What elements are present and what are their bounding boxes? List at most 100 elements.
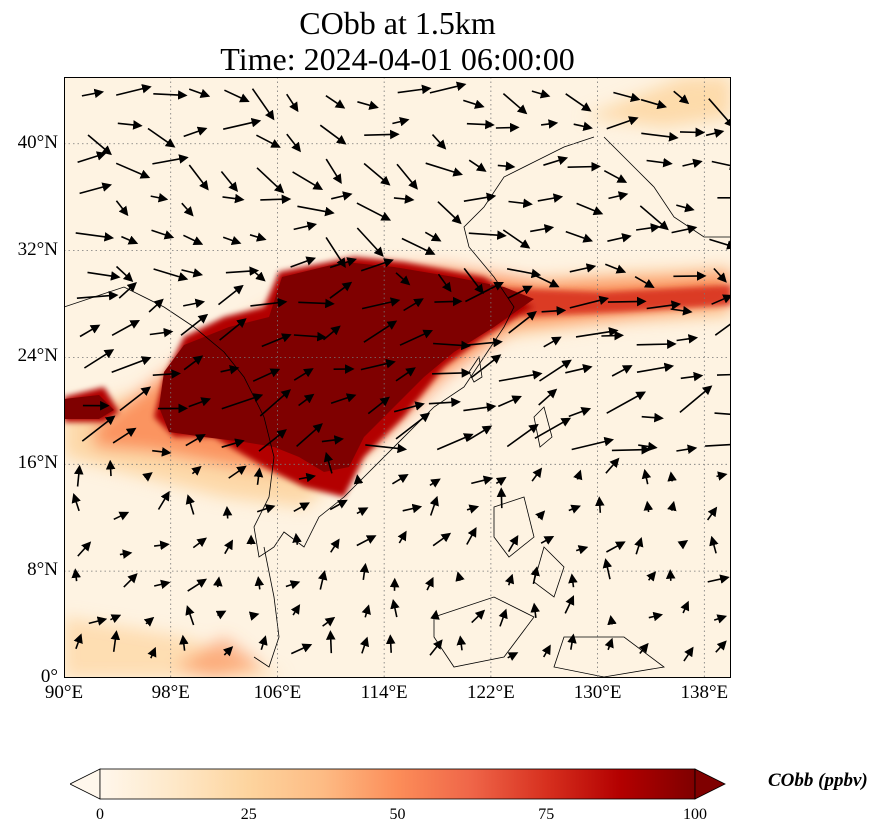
wind-arrow — [395, 412, 431, 440]
wind-arrow — [149, 327, 174, 338]
wind-arrow — [221, 393, 264, 410]
lon-tick-label: 114°E — [360, 682, 408, 703]
wind-arrow — [541, 644, 551, 658]
wind-arrow — [679, 385, 713, 414]
wind-arrow — [683, 646, 694, 662]
wind-arrow — [116, 84, 152, 96]
wind-arrow — [537, 193, 564, 203]
coastlines — [64, 136, 731, 678]
wind-arrow — [531, 467, 543, 482]
wind-arrow — [705, 439, 731, 450]
colorbar-tick-label: 0 — [96, 806, 104, 823]
wind-arrow — [111, 356, 152, 374]
wind-arrow — [465, 281, 504, 303]
wind-arrow — [606, 116, 639, 130]
wind-arrow — [361, 604, 371, 618]
wind-arrow — [361, 297, 401, 310]
wind-arrow — [497, 395, 522, 408]
wind-arrow — [709, 238, 731, 250]
wind-arrow — [143, 616, 155, 627]
wind-arrow — [496, 487, 507, 509]
wind-arrow — [293, 331, 327, 342]
wind-arrow — [256, 167, 285, 194]
wind-arrow — [180, 313, 209, 336]
wind-arrow — [679, 127, 706, 138]
wind-arrow — [325, 630, 336, 654]
wind-arrow — [250, 268, 266, 282]
map-frame — [64, 77, 731, 678]
wind-arrow — [330, 393, 357, 405]
wind-arrow — [641, 412, 664, 423]
wind-arrow — [605, 457, 620, 474]
wind-arrow — [385, 634, 396, 653]
wind-arrow — [673, 90, 690, 105]
wind-arrow — [298, 472, 316, 483]
wind-arrow — [357, 100, 379, 110]
wind-arrow — [535, 510, 546, 521]
wind-arrow — [466, 504, 480, 514]
wind-arrow — [429, 639, 443, 656]
wind-arrow — [154, 579, 171, 590]
wind-arrow — [468, 159, 487, 172]
wind-arrow — [183, 126, 208, 138]
wind-arrow — [425, 162, 463, 177]
wind-arrow — [188, 397, 212, 408]
wind-arrow — [682, 158, 703, 169]
wind-arrow — [676, 334, 699, 344]
lon-tick-label: 90°E — [44, 682, 84, 703]
wind-arrow — [646, 157, 673, 168]
wind-arrow — [611, 365, 633, 377]
wind-arrow — [613, 91, 641, 102]
wind-arrow — [635, 223, 661, 233]
wind-arrow — [325, 158, 342, 185]
wind-arrow — [390, 598, 400, 618]
wind-arrow — [530, 566, 540, 585]
wind-arrow — [395, 272, 411, 286]
wind-arrow — [290, 643, 313, 655]
wind-arrow — [148, 298, 164, 313]
wind-arrow — [111, 319, 141, 337]
colorbar-label: CObb (ppbv) — [768, 770, 868, 791]
wind-arrow — [215, 610, 227, 620]
wind-arrow — [290, 256, 317, 268]
wind-arrow — [571, 436, 615, 451]
wind-arrow — [495, 476, 507, 487]
wind-arrow — [360, 358, 396, 371]
wind-arrow — [152, 154, 189, 165]
wind-arrow — [680, 600, 690, 614]
wind-arrow — [434, 296, 463, 307]
wind-arrow — [322, 616, 336, 627]
wind-arrow — [495, 122, 520, 133]
wind-arrow — [713, 614, 728, 624]
wind-arrow — [319, 124, 347, 145]
wind-arrow — [81, 88, 105, 99]
wind-arrow — [222, 506, 233, 519]
wind-arrow — [436, 433, 474, 451]
wind-arrow — [463, 402, 497, 413]
wind-arrow — [222, 235, 242, 246]
lat-tick-label: 16°N — [17, 452, 58, 474]
wind-arrow — [471, 475, 494, 485]
wind-arrow — [676, 444, 698, 454]
wind-arrow — [147, 127, 176, 148]
wind-arrow — [73, 633, 83, 650]
wind-arrow — [183, 355, 204, 371]
wind-arrow — [363, 162, 391, 186]
wind-arrow — [329, 499, 348, 511]
wind-arrow — [261, 333, 292, 348]
wind-arrow — [325, 95, 346, 109]
wind-arrow — [396, 163, 418, 190]
wind-arrow — [429, 81, 467, 94]
wind-arrow — [329, 257, 357, 269]
wind-arrow — [705, 128, 725, 138]
colorbar-extend-high — [694, 768, 726, 800]
colorbar-tick-label: 75 — [538, 806, 555, 823]
wind-arrow — [293, 221, 318, 231]
wind-arrow — [640, 98, 667, 110]
wind-arrow — [707, 574, 730, 584]
wind-arrow — [185, 494, 195, 515]
wind-arrow — [258, 429, 287, 452]
colorbar-tick-label: 50 — [389, 806, 406, 823]
wind-arrow — [113, 511, 130, 521]
wind-arrow — [429, 478, 441, 488]
